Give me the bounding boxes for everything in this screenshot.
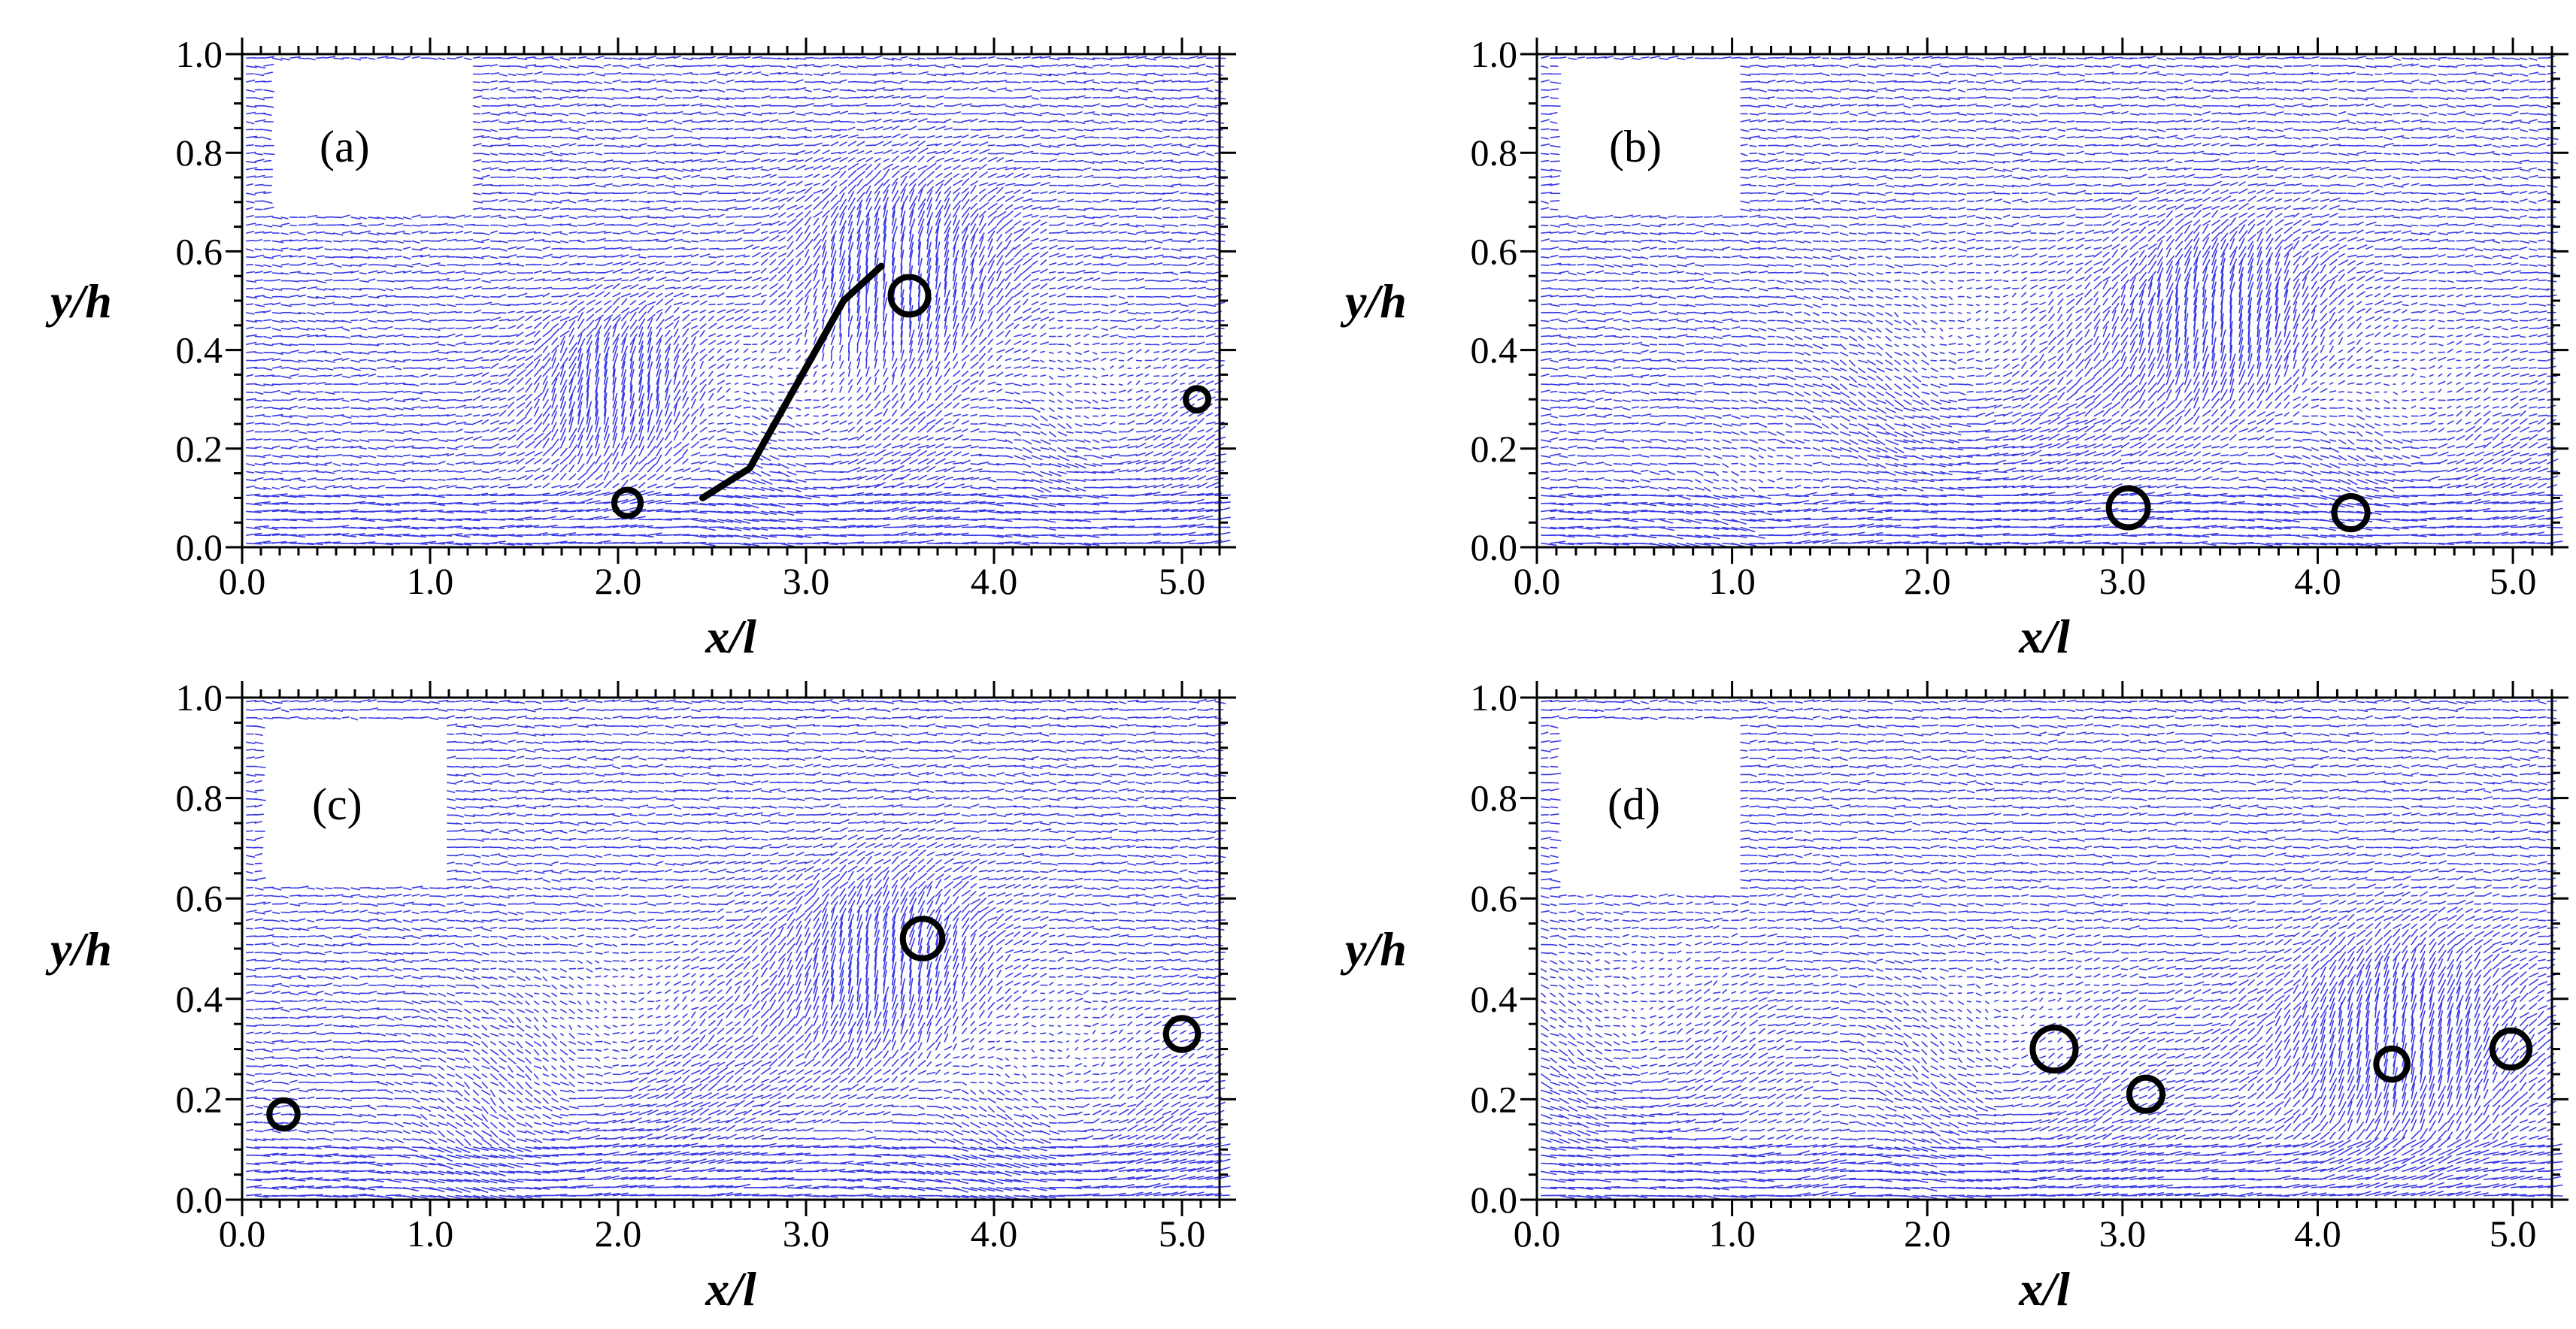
vortex-marker bbox=[899, 916, 946, 961]
x-tick-label: 5.0 bbox=[1159, 1212, 1206, 1255]
y-axis-title: y/h bbox=[1340, 274, 1407, 328]
x-tick-label: 3.0 bbox=[2099, 560, 2147, 602]
y-tick-label: 0.0 bbox=[176, 1179, 223, 1221]
y-tick-label: 0.2 bbox=[176, 1078, 223, 1120]
vortex-marker bbox=[1183, 385, 1211, 414]
vortex-marker bbox=[266, 1097, 301, 1132]
panel-b: 0.0 1.0 2.0 3.0 4.0 5.0 0.0 0.2 0.4 0.6 0.8 1.0 x/l y… bbox=[1340, 33, 2568, 663]
y-tick-label: 1.0 bbox=[176, 33, 223, 75]
x-tick-label: 5.0 bbox=[2490, 560, 2537, 602]
x-tick-label: 0.0 bbox=[1514, 1212, 1561, 1255]
y-tick-label: 0.4 bbox=[176, 978, 223, 1020]
x-axis: 0.0 1.0 2.0 3.0 4.0 5.0 bbox=[1514, 38, 2553, 602]
x-tick-label: 0.0 bbox=[1514, 560, 1561, 602]
x-tick-label: 1.0 bbox=[1708, 1212, 1756, 1255]
vector-field bbox=[1541, 55, 2563, 548]
y-axis: 0.0 0.2 0.4 0.6 0.8 1.0 bbox=[1471, 33, 2568, 568]
y-tick-label: 0.6 bbox=[176, 230, 223, 272]
y-tick-label: 1.0 bbox=[1471, 33, 1518, 75]
vortex-marker bbox=[1162, 1015, 1202, 1053]
y-tick-label: 0.6 bbox=[1471, 230, 1518, 272]
vortex-marker bbox=[2105, 485, 2151, 531]
x-tick-label: 2.0 bbox=[595, 1212, 642, 1255]
y-axis: 0.0 0.2 0.4 0.6 0.8 1.0 bbox=[176, 677, 1236, 1221]
y-axis-title: y/h bbox=[1340, 922, 1407, 976]
y-axis: 0.0 0.2 0.4 0.6 0.8 1.0 bbox=[176, 33, 1236, 568]
y-tick-label: 0.8 bbox=[176, 132, 223, 174]
y-tick-label: 0.6 bbox=[176, 877, 223, 919]
panel-label: (a) bbox=[320, 122, 370, 171]
y-tick-label: 0.2 bbox=[1471, 1078, 1518, 1120]
panel-a: 0.0 1.0 2.0 3.0 4.0 5.0 0.0 0.2 0.4 0.6 0.8 1.0 x/l y… bbox=[45, 33, 1236, 663]
x-tick-label: 0.0 bbox=[219, 1212, 266, 1255]
y-tick-label: 0.4 bbox=[176, 329, 223, 371]
x-tick-label: 5.0 bbox=[1159, 560, 1206, 602]
x-axis: 0.0 1.0 2.0 3.0 4.0 5.0 bbox=[1514, 681, 2553, 1255]
vortex-marker bbox=[2373, 1045, 2411, 1083]
panel-c: 0.0 1.0 2.0 3.0 4.0 5.0 0.0 0.2 0.4 0.6 0.8 1.0 x/l y… bbox=[45, 677, 1236, 1315]
x-tick-label: 2.0 bbox=[595, 560, 642, 602]
x-tick-label: 2.0 bbox=[1904, 1212, 1951, 1255]
x-tick-label: 2.0 bbox=[1904, 560, 1951, 602]
x-tick-label: 5.0 bbox=[2490, 1212, 2537, 1255]
y-axis: 0.0 0.2 0.4 0.6 0.8 1.0 bbox=[1471, 677, 2568, 1221]
vortex-marker bbox=[2126, 1074, 2166, 1114]
y-axis-title: y/h bbox=[45, 274, 112, 328]
y-tick-label: 0.0 bbox=[1471, 526, 1518, 568]
y-tick-label: 0.4 bbox=[1471, 978, 1518, 1020]
x-tick-label: 3.0 bbox=[783, 560, 830, 602]
x-tick-label: 4.0 bbox=[971, 560, 1018, 602]
x-axis-title: x/l bbox=[705, 610, 756, 663]
vortex-marker bbox=[2331, 493, 2371, 533]
x-tick-label: 1.0 bbox=[407, 560, 454, 602]
x-axis-title: x/l bbox=[2018, 1262, 2070, 1315]
vortex-marker bbox=[611, 486, 644, 519]
y-tick-label: 1.0 bbox=[176, 677, 223, 719]
x-axis-title: x/l bbox=[705, 1262, 756, 1315]
vector-field bbox=[246, 55, 1231, 547]
vortex-marker bbox=[887, 274, 932, 318]
vector-field bbox=[246, 698, 1231, 1201]
y-tick-label: 0.0 bbox=[176, 526, 223, 568]
x-tick-label: 0.0 bbox=[219, 560, 266, 602]
y-axis-title: y/h bbox=[45, 922, 112, 976]
y-tick-label: 0.8 bbox=[1471, 777, 1518, 819]
x-tick-label: 4.0 bbox=[971, 1212, 1018, 1255]
panel-label: (c) bbox=[312, 780, 362, 829]
y-tick-label: 0.2 bbox=[1471, 428, 1518, 470]
shear-layer-trace bbox=[699, 262, 885, 501]
vortex-marker bbox=[2489, 1027, 2533, 1071]
x-tick-label: 1.0 bbox=[1708, 560, 1756, 602]
panel-label: (b) bbox=[1609, 122, 1662, 171]
vector-field bbox=[1541, 698, 2563, 1200]
x-tick-label: 3.0 bbox=[783, 1212, 830, 1255]
x-tick-label: 3.0 bbox=[2099, 1212, 2147, 1255]
x-tick-label: 1.0 bbox=[407, 1212, 454, 1255]
y-tick-label: 1.0 bbox=[1471, 677, 1518, 719]
y-tick-label: 0.0 bbox=[1471, 1179, 1518, 1221]
vortex-marker bbox=[2029, 1025, 2079, 1074]
x-axis: 0.0 1.0 2.0 3.0 4.0 5.0 bbox=[219, 681, 1221, 1255]
y-tick-label: 0.4 bbox=[1471, 329, 1518, 371]
panel-d: 0.0 1.0 2.0 3.0 4.0 5.0 0.0 0.2 0.4 0.6 0.8 1.0 x/l y… bbox=[1340, 677, 2568, 1315]
y-tick-label: 0.2 bbox=[176, 428, 223, 470]
x-axis: 0.0 1.0 2.0 3.0 4.0 5.0 bbox=[219, 38, 1221, 602]
panel-label: (d) bbox=[1608, 780, 1660, 829]
x-tick-label: 4.0 bbox=[2294, 1212, 2341, 1255]
y-tick-label: 0.8 bbox=[1471, 132, 1518, 174]
x-axis-title: x/l bbox=[2018, 610, 2070, 663]
y-tick-label: 0.6 bbox=[1471, 877, 1518, 919]
y-tick-label: 0.8 bbox=[176, 777, 223, 819]
x-tick-label: 4.0 bbox=[2294, 560, 2341, 602]
